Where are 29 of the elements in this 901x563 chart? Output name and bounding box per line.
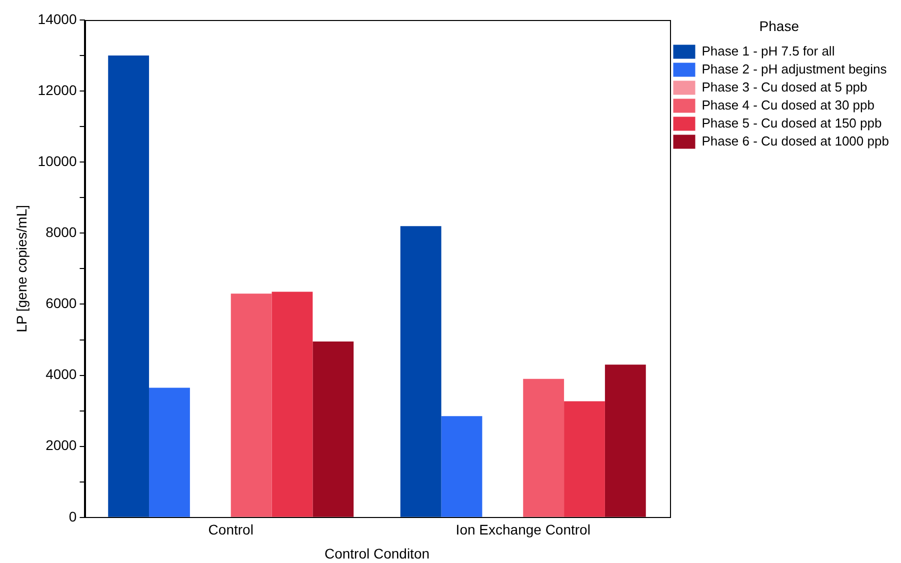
bar	[604, 364, 646, 517]
legend-label: Phase 6 - Cu dosed at 1000 ppb	[702, 133, 889, 148]
legend-label: Phase 5 - Cu dosed at 150 ppb	[702, 115, 882, 130]
y-tick-label: 2000	[46, 437, 77, 454]
legend-label: Phase 2 - pH adjustment begins	[702, 61, 888, 76]
y-tick-label: 14000	[38, 10, 77, 27]
bar	[108, 56, 150, 517]
y-tick-label: 4000	[46, 366, 77, 382]
bar	[312, 342, 354, 517]
bar	[564, 401, 605, 517]
bar	[523, 378, 564, 517]
legend-title: Phase	[759, 18, 800, 34]
legend-label: Phase 3 - Cu dosed at 5 ppb	[702, 79, 868, 94]
bar	[441, 416, 482, 517]
legend-label: Phase 4 - Cu dosed at 30 ppb	[702, 97, 874, 112]
x-tick-label: Ion Exchange Control	[456, 522, 590, 538]
bar	[272, 292, 313, 517]
bar	[149, 388, 190, 517]
legend-label: Phase 1 - pH 7.5 for all	[702, 43, 835, 58]
x-axis-title: Control Conditon	[324, 545, 430, 562]
y-tick-label: 8000	[46, 224, 77, 240]
y-axis-title: LP [gene copies/mL]	[13, 205, 30, 332]
bar	[400, 226, 442, 517]
bar	[230, 294, 272, 517]
y-tick-label: 0	[68, 508, 77, 524]
y-tick-label: 12000	[38, 82, 77, 98]
y-tick-label: 6000	[46, 295, 77, 312]
x-tick-label: Control	[208, 522, 254, 538]
y-tick-label: 10000	[38, 152, 77, 169]
